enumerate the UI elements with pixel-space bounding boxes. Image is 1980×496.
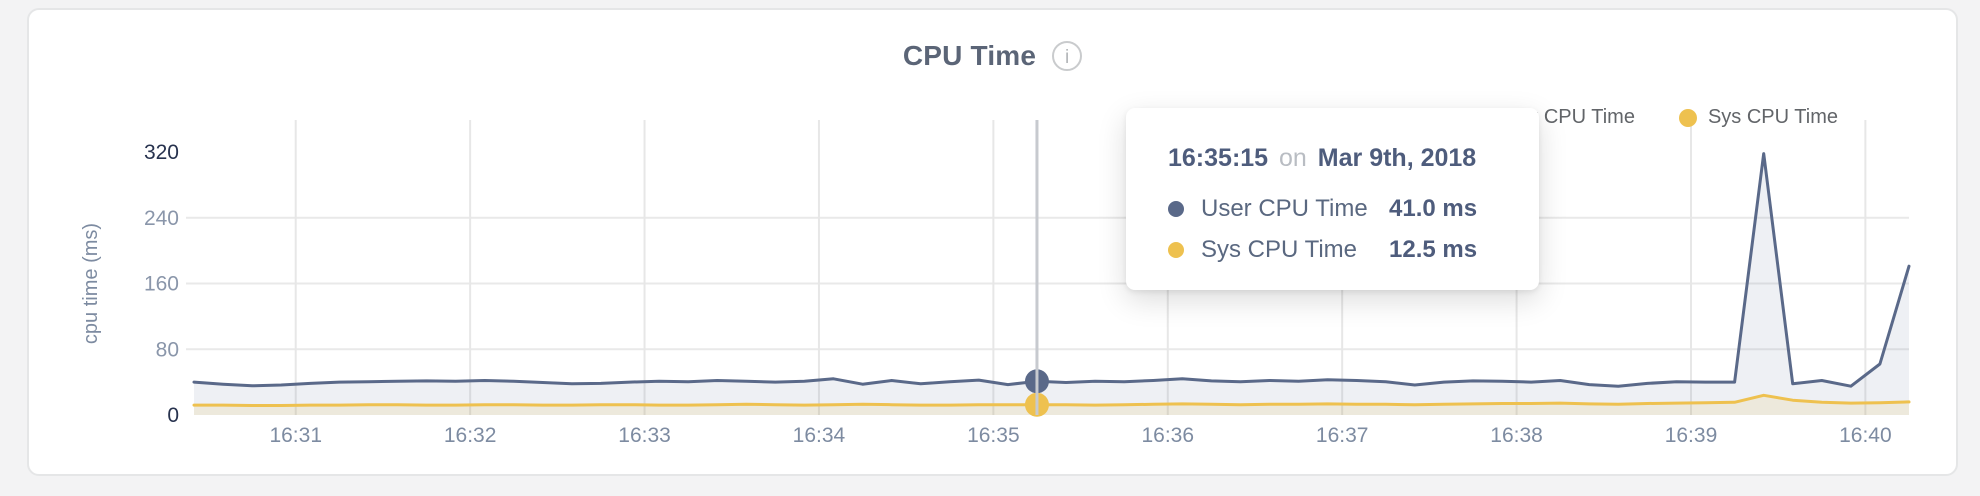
x-tick-label: 16:33 xyxy=(618,424,671,447)
legend-item-sys-cpu-time[interactable]: Sys CPU Time xyxy=(1678,106,1838,129)
tooltip-time: 16:35:15 xyxy=(1168,144,1269,172)
x-tick-label: 16:39 xyxy=(1665,424,1718,447)
tooltip-date: Mar 9th, 2018 xyxy=(1317,144,1477,172)
user-series-dot-icon xyxy=(1168,200,1184,217)
tooltip-row-user: User CPU Time 41.0 ms xyxy=(1168,193,1539,224)
tooltip-header: 16:35:15 on Mar 9th, 2018 xyxy=(1168,144,1539,173)
page-title: CPU Time xyxy=(902,40,1037,71)
info-icon[interactable]: i xyxy=(1052,41,1083,71)
tooltip-series-label: Sys CPU Time xyxy=(1201,235,1358,263)
y-tick-label: 240 xyxy=(144,207,179,230)
tooltip-series-value: 41.0 ms xyxy=(1389,194,1478,222)
y-tick-label: 80 xyxy=(156,338,179,361)
y-axis-title: cpu time (ms) xyxy=(80,223,102,344)
y-tick-label: 0 xyxy=(167,404,179,427)
x-tick-label: 16:38 xyxy=(1490,424,1543,447)
y-tick-label: 320 xyxy=(144,141,179,164)
legend-label: Sys CPU Time xyxy=(1707,106,1838,128)
tooltip-connector: on xyxy=(1279,144,1307,172)
x-tick-label: 16:36 xyxy=(1141,424,1194,447)
cpu-time-chart[interactable]: 16:31 16:32 16:33 16:34 16:35 16:36 16:37 16:38… xyxy=(29,10,1980,496)
y-tick-label: 160 xyxy=(144,273,179,296)
user-line xyxy=(192,152,1911,388)
tooltip-series-label: User CPU Time xyxy=(1201,194,1368,222)
x-tick-label: 16:32 xyxy=(444,424,497,447)
sys-series-dot-icon xyxy=(1168,241,1184,258)
x-tick-label: 16:37 xyxy=(1316,424,1369,447)
x-tick-label: 16:40 xyxy=(1839,424,1892,447)
sys-series-dot-icon xyxy=(1678,108,1697,127)
chart-card: CPU Time i User CPU Time Sys CPU Time 16… xyxy=(27,8,1958,476)
x-tick-label: 16:35 xyxy=(967,424,1020,447)
chart-tooltip: 16:35:15 on Mar 9th, 2018 User CPU Time … xyxy=(1126,108,1539,290)
x-tick-label: 16:34 xyxy=(793,424,846,447)
user-area-fill xyxy=(194,153,1909,415)
tooltip-row-sys: Sys CPU Time 12.5 ms xyxy=(1168,234,1539,265)
chart-header: CPU Time i xyxy=(29,40,1956,72)
sys-line xyxy=(192,393,1911,407)
tooltip-series-value: 12.5 ms xyxy=(1389,235,1478,263)
x-tick-label: 16:31 xyxy=(269,424,322,447)
